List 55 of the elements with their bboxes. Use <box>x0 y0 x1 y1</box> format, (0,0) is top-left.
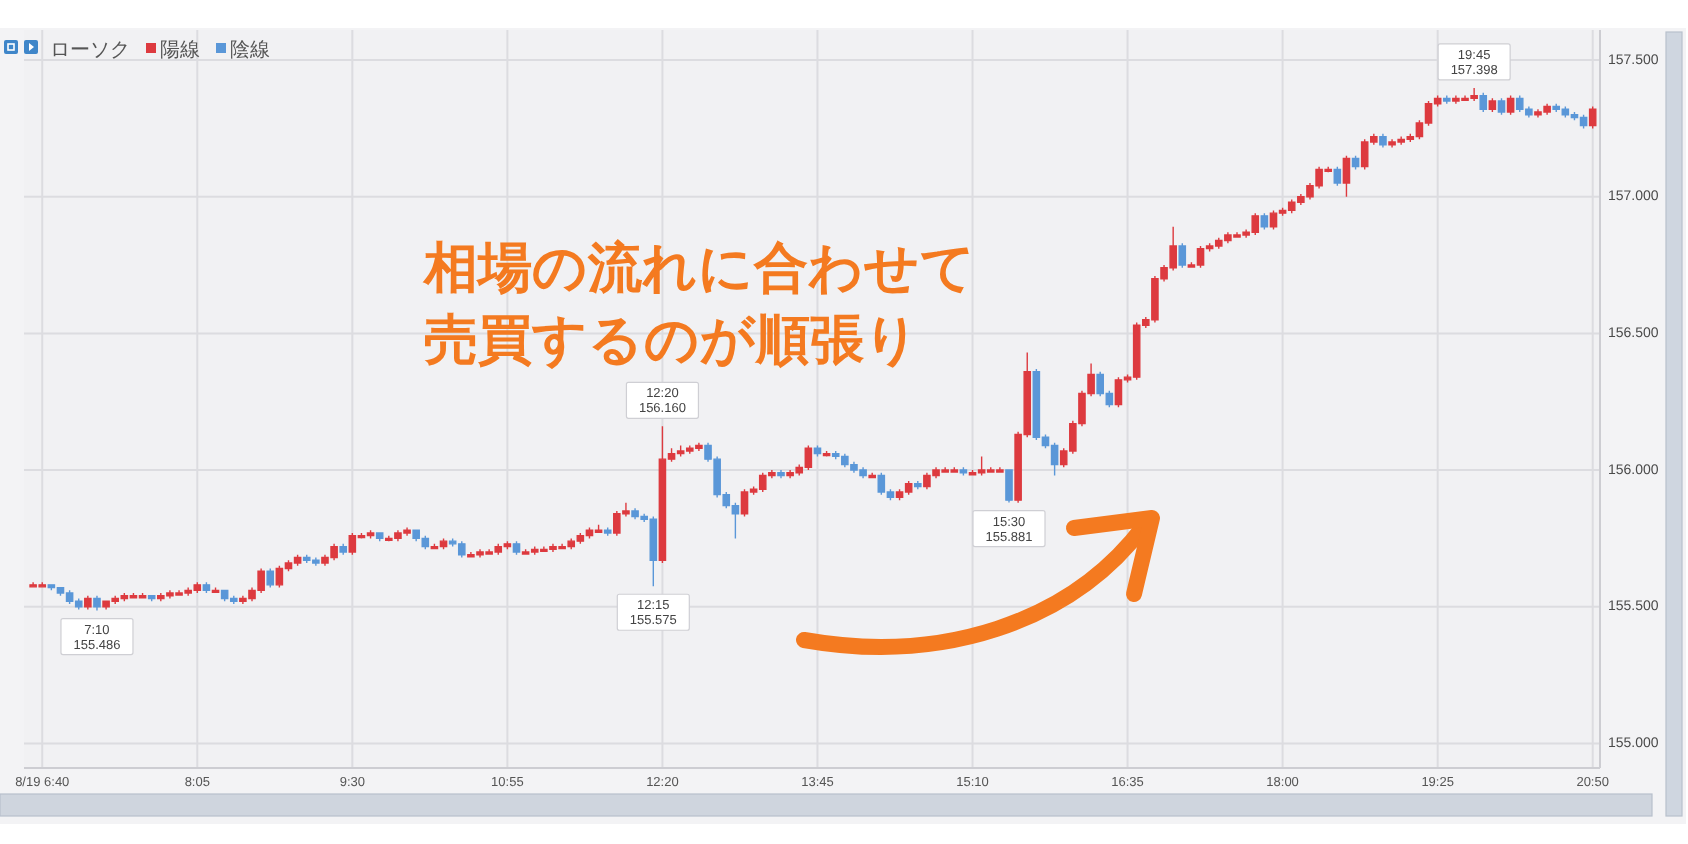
candlestick <box>904 480 913 496</box>
candlestick <box>266 567 275 589</box>
candlestick <box>1260 212 1269 231</box>
candlestick <box>1497 97 1506 116</box>
candlestick <box>348 532 357 556</box>
candlestick <box>1588 105 1597 130</box>
candlestick <box>959 466 968 477</box>
candlestick <box>658 425 667 564</box>
candlestick <box>293 554 302 567</box>
candlestick <box>740 488 749 518</box>
candlestick <box>1552 103 1561 113</box>
candlestick <box>74 597 83 611</box>
candlestick <box>877 472 886 496</box>
candlestick <box>56 586 65 597</box>
candlestick <box>202 581 211 594</box>
candlestick <box>93 595 101 612</box>
candlestick <box>1442 94 1451 105</box>
candlestick <box>147 595 156 602</box>
candlestick <box>1333 165 1342 187</box>
candlestick <box>1570 111 1579 121</box>
candlestick <box>868 472 876 479</box>
legend-label: 陽線 <box>160 40 200 62</box>
candlestick <box>777 469 785 479</box>
candlestick <box>914 480 922 490</box>
candlestick <box>229 595 238 605</box>
candlestick <box>138 592 147 600</box>
candlestick <box>1488 97 1497 113</box>
candlestick <box>603 526 612 537</box>
candlestick <box>1479 92 1488 113</box>
candlestick <box>275 565 284 589</box>
candlestick <box>1269 209 1278 231</box>
candlestick <box>512 540 521 556</box>
candlestick <box>375 532 384 542</box>
legend-title: ローソク <box>50 40 130 62</box>
candlestick <box>594 524 603 534</box>
candlestick <box>1050 442 1059 477</box>
annotation: 売買するのが順張り <box>424 310 920 372</box>
candlestick <box>1032 368 1041 441</box>
candlestick <box>1178 242 1187 269</box>
candlestick <box>439 537 448 551</box>
candlestick <box>1506 94 1515 116</box>
candlestick <box>457 540 466 559</box>
candlestick <box>47 584 56 592</box>
candlestick <box>895 488 904 501</box>
annotation: 相場の流れに合わせて <box>422 238 976 300</box>
candlestick <box>1005 469 1013 504</box>
legend-label: 陰線 <box>230 38 270 62</box>
candlestick <box>1196 245 1205 269</box>
candlestick <box>1342 155 1351 198</box>
candlestick <box>1114 376 1123 408</box>
candlestick <box>339 543 348 556</box>
candlestick <box>366 529 375 540</box>
candlestick <box>1379 133 1387 149</box>
candlestick <box>84 595 92 611</box>
candlestick <box>129 592 138 600</box>
